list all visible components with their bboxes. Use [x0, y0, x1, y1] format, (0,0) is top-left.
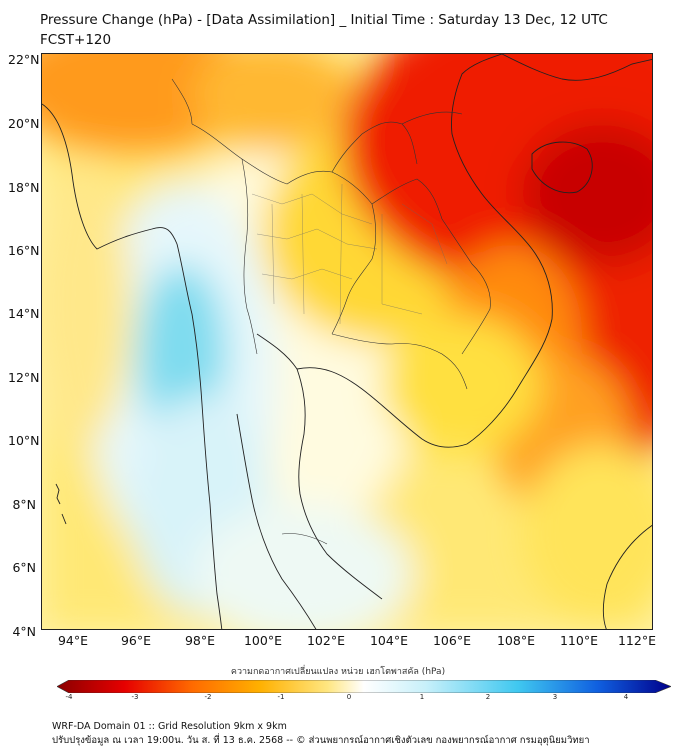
lon-label-100e: 100°E [243, 633, 282, 648]
lat-label-20n: 20°N [8, 116, 40, 131]
lat-label-4n: 4°N [12, 624, 36, 639]
footer-update-info: ปรับปรุงข้อมูล ณ เวลา 19:00น. วัน ส. ที่… [52, 735, 590, 746]
colorbar-svg [56, 679, 672, 694]
lat-label-18n: 18°N [8, 180, 40, 195]
pressure-change-map [41, 53, 653, 630]
colorbar-tick: 0 [346, 693, 352, 701]
lon-label-110e: 110°E [559, 633, 598, 648]
lon-label-106e: 106°E [432, 633, 471, 648]
lat-label-14n: 14°N [8, 306, 40, 321]
coastlines [42, 54, 652, 629]
lat-label-10n: 10°N [8, 433, 40, 448]
colorbar-tick: 3 [552, 693, 558, 701]
lon-label-102e: 102°E [306, 633, 345, 648]
colorbar-tick: -4 [65, 693, 73, 701]
colorbar-tick: 1 [419, 693, 425, 701]
colorbar-tick: 4 [623, 693, 629, 701]
lat-label-16n: 16°N [8, 243, 40, 258]
lat-label-8n: 8°N [12, 497, 36, 512]
colorbar [56, 678, 672, 694]
map-svg [42, 54, 652, 629]
lat-label-22n: 22°N [8, 52, 40, 67]
lon-label-96e: 96°E [120, 633, 152, 648]
province-borders [251, 183, 448, 325]
lon-label-108e: 108°E [496, 633, 535, 648]
lat-label-6n: 6°N [12, 560, 36, 575]
lon-label-94e: 94°E [57, 633, 89, 648]
pressure-field [42, 54, 652, 629]
colorbar-title: ความกดอากาศเปลี่ยนแปลง หน่วย เฮกโตพาสคัล… [230, 667, 446, 677]
footer-model-info: WRF-DA Domain 01 :: Grid Resolution 9km … [52, 721, 287, 732]
lon-label-98e: 98°E [184, 633, 216, 648]
footer: WRF-DA Domain 01 :: Grid Resolution 9km … [52, 720, 590, 748]
colorbar-tick: -3 [131, 693, 139, 701]
colorbar-tick: -1 [277, 693, 285, 701]
lon-label-112e: 112°E [617, 633, 656, 648]
lat-label-12n: 12°N [8, 370, 40, 385]
country-borders [171, 78, 491, 545]
chart-title: Pressure Change (hPa) - [Data Assimilati… [40, 12, 608, 48]
colorbar-tick: 2 [485, 693, 491, 701]
colorbar-tick: -2 [204, 693, 212, 701]
lon-label-104e: 104°E [369, 633, 408, 648]
colorbar-gradient [56, 679, 672, 694]
